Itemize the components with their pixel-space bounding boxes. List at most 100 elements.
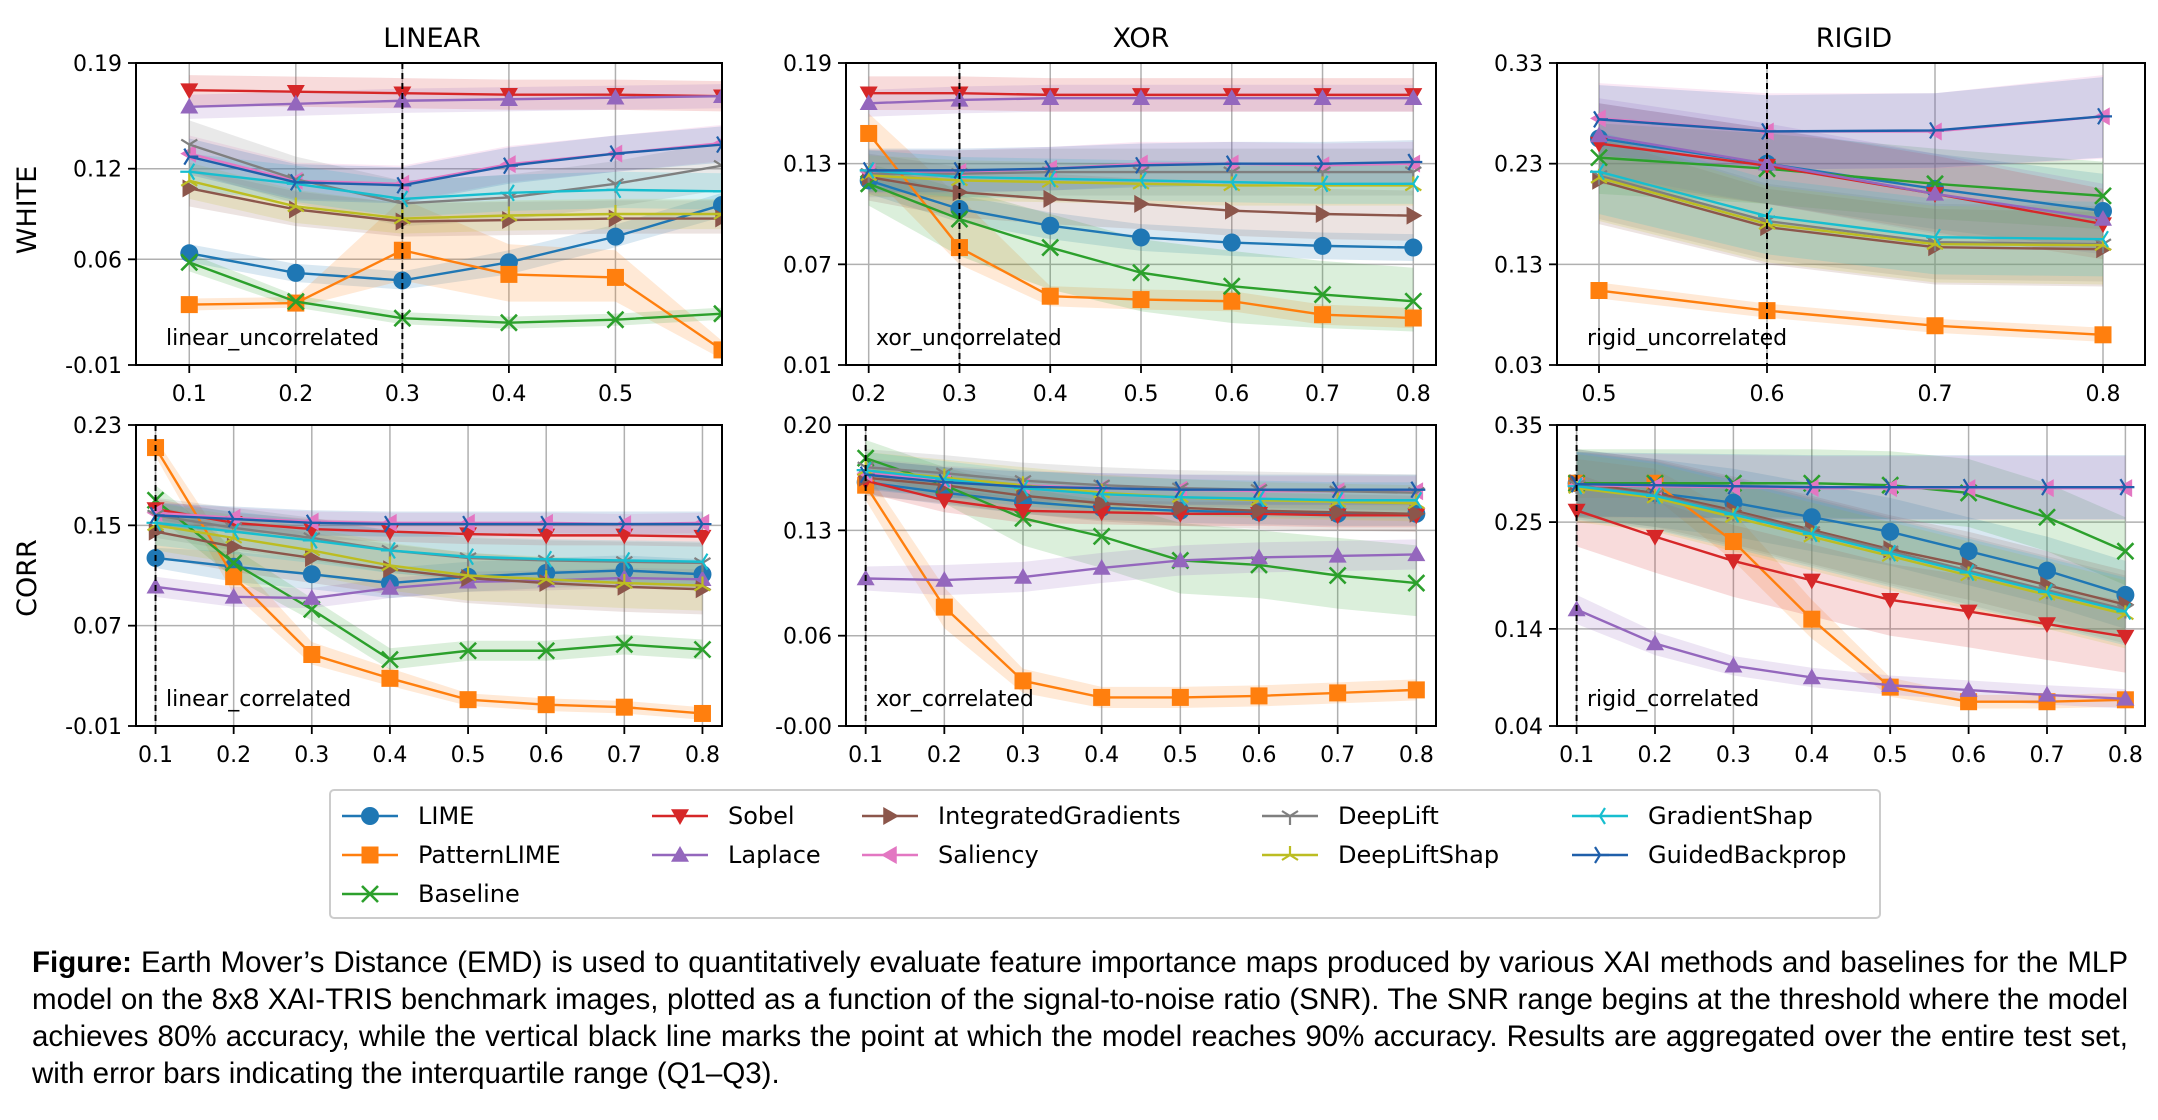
- data-point-GuidedBackprop: [696, 515, 712, 533]
- data-point-Baseline: [615, 635, 634, 654]
- data-point-Laplace: [1926, 184, 1944, 201]
- legend-item-Saliency: Saliency: [862, 841, 1039, 869]
- data-point-Laplace: [1092, 558, 1111, 575]
- series-line-Baseline: [1598, 156, 2104, 198]
- data-point-Baseline: [1328, 566, 1347, 585]
- data-point-PatternLIME: [1803, 610, 1821, 628]
- y-tick-label: 0.01: [783, 354, 832, 379]
- data-point-Sobel: [615, 528, 634, 545]
- data-point-IntegratedGradients: [715, 209, 722, 228]
- x-tick-label: 0.8: [2086, 382, 2121, 407]
- data-point-Baseline: [459, 641, 477, 660]
- data-point-GradientShap: [302, 531, 318, 549]
- data-point-Laplace: [606, 88, 625, 105]
- data-point-IntegratedGradients: [1094, 494, 1111, 513]
- data-point-PatternLIME: [1093, 688, 1111, 706]
- axes-frame: [1556, 62, 2146, 366]
- data-point-GuidedBackprop: [1174, 481, 1190, 499]
- x-tick-label: 0.3: [385, 382, 420, 407]
- data-point-GradientShap: [1724, 505, 1740, 523]
- data-point-IntegratedGradients: [1592, 171, 1608, 190]
- data-point-GuidedBackprop: [227, 510, 243, 528]
- data-point-LIME: [2038, 561, 2056, 580]
- data-point-DeepLiftShap: [615, 574, 633, 589]
- data-point-GradientShap: [1646, 487, 1661, 505]
- data-point-Baseline: [2038, 508, 2056, 527]
- y-tick-label: 0.06: [783, 625, 832, 650]
- y-tick-label: 0.23: [1494, 153, 1543, 178]
- row-label-white: WHITE: [12, 166, 43, 255]
- legend-label: Sobel: [728, 802, 795, 830]
- data-point-Sobel: [1959, 604, 1978, 621]
- legend-marker: [881, 846, 897, 864]
- series-line-Baseline: [154, 499, 703, 661]
- axes-frame: [1556, 424, 2146, 727]
- data-point-GradientShap: [380, 541, 396, 559]
- x-tick-label: 0.6: [1242, 743, 1277, 768]
- data-point-GradientShap: [1404, 175, 1420, 193]
- data-point-GradientShap: [537, 550, 553, 568]
- data-point-PatternLIME: [537, 696, 555, 714]
- x-tick-label: 0.6: [529, 743, 564, 768]
- data-point-DeepLiftShap: [693, 576, 712, 592]
- iqr-band-PatternLIME: [868, 113, 1414, 329]
- legend-item-GuidedBackprop: GuidedBackprop: [1572, 841, 1846, 869]
- data-point-Sobel: [537, 528, 556, 545]
- data-point-GradientShap: [2116, 602, 2132, 621]
- data-point-PatternLIME: [1329, 684, 1347, 702]
- data-point-GradientShap: [1313, 175, 1329, 193]
- data-point-Laplace: [2094, 210, 2112, 226]
- x-tick-label: 0.8: [1396, 382, 1431, 407]
- data-point-GuidedBackprop: [1805, 478, 1821, 496]
- data-point-LIME: [180, 244, 199, 263]
- x-tick-label: 0.4: [1794, 743, 1829, 768]
- data-point-Baseline: [1407, 574, 1426, 592]
- data-point-GradientShap: [713, 189, 722, 194]
- data-point-DeepLiftShap: [500, 206, 518, 222]
- data-point-PatternLIME: [935, 598, 953, 616]
- series-line-GuidedBackprop: [155, 514, 703, 526]
- data-point-GradientShap: [1407, 491, 1423, 509]
- data-point-GradientShap: [224, 523, 240, 541]
- series-line-Baseline: [865, 456, 1417, 585]
- panel-annotation: xor_correlated: [876, 687, 1034, 712]
- data-point-PatternLIME: [2094, 326, 2112, 344]
- data-point-Laplace: [1758, 154, 1776, 171]
- y-tick-label: 0.03: [1494, 354, 1543, 379]
- x-tick-label: 0.3: [1006, 743, 1041, 768]
- data-point-IntegratedGradients: [952, 183, 969, 202]
- data-point-GuidedBackprop: [1884, 478, 1900, 496]
- data-point-Sobel: [693, 529, 712, 546]
- legend-marker: [1591, 807, 1606, 825]
- x-tick-label: 0.3: [294, 743, 329, 768]
- x-tick-label: 0.5: [1163, 743, 1198, 768]
- legend-marker: [1594, 846, 1609, 864]
- x-tick-label: 0.1: [172, 382, 207, 407]
- iqr-band-Baseline: [155, 485, 703, 670]
- series-line-Sobel: [865, 479, 1417, 517]
- data-point-LIME: [713, 195, 722, 214]
- legend-label: GuidedBackprop: [1648, 841, 1846, 869]
- data-point-GradientShap: [859, 161, 875, 179]
- x-tick-label: 0.2: [216, 743, 251, 768]
- data-point-GuidedBackprop: [1095, 479, 1111, 497]
- data-point-LIME: [1959, 542, 1978, 561]
- legend-item-Laplace: Laplace: [652, 841, 821, 869]
- data-point-DeepLiftShap: [713, 205, 722, 220]
- data-point-LIME: [1802, 508, 1821, 527]
- data-point-Laplace: [393, 91, 412, 108]
- data-point-GradientShap: [1959, 564, 1975, 582]
- y-tick-label: 0.12: [73, 158, 122, 183]
- x-tick-label: 0.7: [1320, 743, 1355, 768]
- column-title-rigid: RIGID: [1816, 23, 1892, 54]
- series-line-DeepLiftShap: [1598, 176, 2104, 247]
- series-line-Laplace: [1576, 608, 2126, 701]
- x-tick-label: 0.3: [1716, 743, 1751, 768]
- iqr-band-GuidedBackprop: [1576, 452, 2126, 520]
- data-point-GuidedBackprop: [1331, 481, 1347, 499]
- data-point-LIME: [1222, 233, 1241, 252]
- data-point-GuidedBackprop: [462, 515, 478, 533]
- data-point-GradientShap: [2038, 583, 2053, 601]
- data-point-GuidedBackprop: [1929, 121, 1944, 140]
- series-line-IntegratedGradients: [155, 530, 703, 591]
